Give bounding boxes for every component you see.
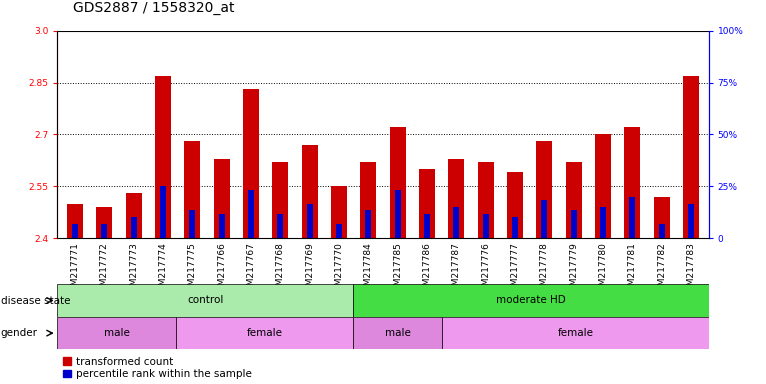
Text: GSM217772: GSM217772 [100, 242, 109, 297]
Bar [512, 217, 518, 238]
Bar [353, 317, 442, 349]
Bar [67, 204, 83, 238]
Bar [442, 317, 709, 349]
Text: GSM217768: GSM217768 [276, 242, 285, 297]
Text: GSM217767: GSM217767 [247, 242, 256, 297]
Text: GSM217781: GSM217781 [628, 242, 637, 297]
Bar [477, 162, 494, 238]
Bar [659, 224, 665, 238]
Bar [353, 284, 709, 317]
Bar [624, 127, 640, 238]
Bar [565, 162, 581, 238]
Text: GSM217769: GSM217769 [305, 242, 314, 297]
Bar [542, 200, 548, 238]
Bar [629, 197, 635, 238]
Bar [536, 141, 552, 238]
Bar [218, 214, 224, 238]
Text: GSM217776: GSM217776 [481, 242, 490, 297]
Text: moderate HD: moderate HD [496, 295, 566, 306]
Bar [360, 162, 376, 238]
Bar [419, 169, 435, 238]
Bar [600, 207, 606, 238]
Bar [683, 76, 699, 238]
Bar [243, 89, 259, 238]
Bar [126, 193, 142, 238]
Text: GSM217786: GSM217786 [423, 242, 431, 297]
Bar [336, 224, 342, 238]
Text: GSM217766: GSM217766 [218, 242, 226, 297]
Bar [507, 172, 523, 238]
Bar [155, 76, 171, 238]
Text: GSM217779: GSM217779 [569, 242, 578, 297]
Text: female: female [247, 328, 283, 338]
Bar [306, 204, 313, 238]
Bar [101, 224, 107, 238]
Text: GSM217785: GSM217785 [393, 242, 402, 297]
Bar [272, 162, 289, 238]
Legend: transformed count, percentile rank within the sample: transformed count, percentile rank withi… [63, 357, 252, 379]
Bar [131, 217, 137, 238]
Text: GSM217787: GSM217787 [452, 242, 461, 297]
Text: GSM217778: GSM217778 [540, 242, 548, 297]
Text: GSM217770: GSM217770 [335, 242, 343, 297]
Bar [483, 214, 489, 238]
Bar [176, 317, 353, 349]
Bar [688, 204, 694, 238]
Text: GSM217783: GSM217783 [686, 242, 696, 297]
Bar [160, 186, 166, 238]
Text: gender: gender [1, 328, 38, 338]
Bar [424, 214, 430, 238]
Text: GSM217780: GSM217780 [598, 242, 607, 297]
Bar [57, 317, 176, 349]
Bar [365, 210, 372, 238]
Text: GSM217773: GSM217773 [129, 242, 138, 297]
Bar [57, 284, 353, 317]
Bar [453, 207, 460, 238]
Text: male: male [385, 328, 411, 338]
Bar [97, 207, 113, 238]
Text: GSM217771: GSM217771 [70, 242, 80, 297]
Bar [214, 159, 230, 238]
Bar [571, 210, 577, 238]
Bar [390, 127, 406, 238]
Text: GSM217777: GSM217777 [510, 242, 519, 297]
Bar [248, 190, 254, 238]
Text: disease state: disease state [1, 296, 70, 306]
Text: GSM217775: GSM217775 [188, 242, 197, 297]
Text: GDS2887 / 1558320_at: GDS2887 / 1558320_at [73, 2, 234, 15]
Bar [394, 190, 401, 238]
Text: female: female [558, 328, 594, 338]
Bar [72, 224, 78, 238]
Text: GSM217782: GSM217782 [657, 242, 666, 297]
Text: GSM217784: GSM217784 [364, 242, 373, 297]
Bar [448, 159, 464, 238]
Text: GSM217774: GSM217774 [159, 242, 168, 297]
Bar [277, 214, 283, 238]
Text: male: male [103, 328, 129, 338]
Bar [185, 141, 201, 238]
Text: control: control [187, 295, 224, 306]
Bar [331, 186, 347, 238]
Bar [653, 197, 669, 238]
Bar [595, 134, 611, 238]
Bar [302, 145, 318, 238]
Bar [189, 210, 195, 238]
